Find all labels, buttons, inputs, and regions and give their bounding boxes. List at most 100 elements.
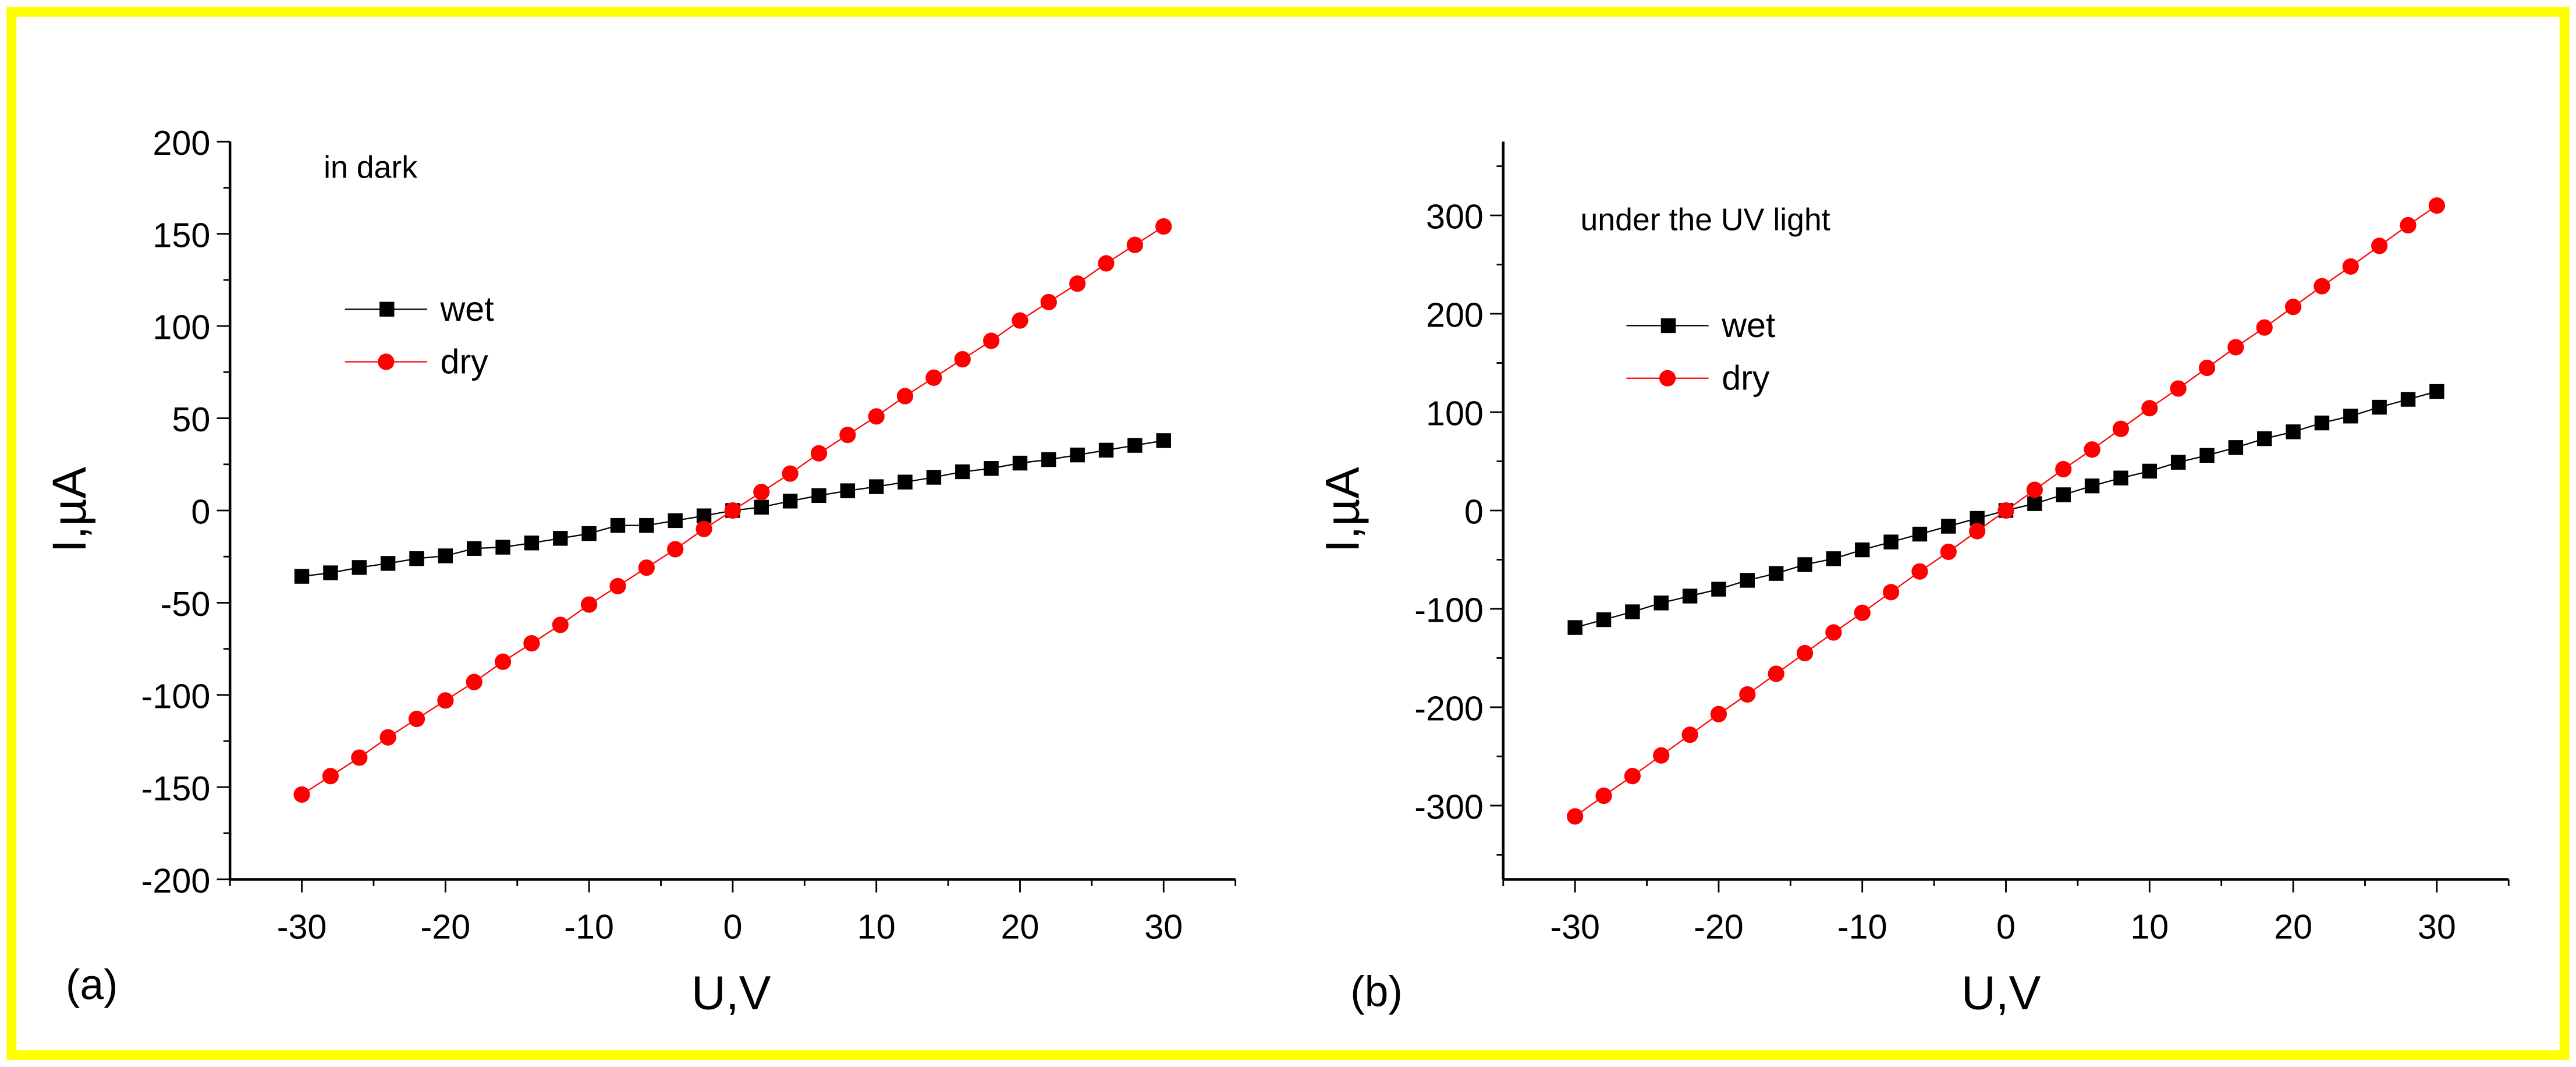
x-tick-label: -10 bbox=[564, 907, 614, 946]
data-point-dry bbox=[753, 484, 770, 501]
data-point-wet bbox=[553, 531, 568, 546]
data-point-dry bbox=[1126, 236, 1144, 253]
legend-label-dry: dry bbox=[1722, 359, 1770, 398]
data-point-wet bbox=[1596, 612, 1612, 628]
data-point-wet bbox=[2027, 496, 2042, 511]
legend-marker-dry bbox=[378, 353, 395, 370]
data-point-wet bbox=[2286, 424, 2301, 439]
x-axis-label: U,V bbox=[1961, 967, 2041, 1020]
data-point-wet bbox=[1654, 595, 1669, 611]
data-point-wet bbox=[782, 494, 798, 509]
data-point-dry bbox=[2314, 278, 2330, 295]
data-point-dry bbox=[2112, 420, 2130, 437]
data-point-dry bbox=[1069, 275, 1086, 292]
x-tick-label: 0 bbox=[723, 907, 742, 946]
data-point-wet bbox=[1855, 542, 1870, 558]
y-tick-label: -50 bbox=[161, 584, 211, 623]
data-point-dry bbox=[2170, 380, 2187, 397]
data-point-wet bbox=[1127, 438, 1142, 453]
x-tick-label: -30 bbox=[1550, 907, 1600, 946]
data-point-dry bbox=[2400, 217, 2417, 234]
data-point-wet bbox=[2142, 463, 2158, 479]
data-point-wet bbox=[2199, 448, 2215, 463]
data-point-dry bbox=[724, 502, 741, 519]
legend-label-dry: dry bbox=[440, 342, 488, 381]
data-point-dry bbox=[925, 369, 942, 386]
x-tick-label: 10 bbox=[2130, 907, 2169, 946]
data-point-wet bbox=[524, 536, 540, 551]
data-point-dry bbox=[1653, 747, 1670, 764]
data-point-wet bbox=[1883, 534, 1899, 550]
series-wet bbox=[294, 433, 1171, 584]
data-point-dry bbox=[2141, 400, 2158, 417]
x-tick-label: -30 bbox=[277, 907, 327, 946]
y-tick-label: 300 bbox=[1426, 197, 1484, 236]
annotation-text: under the UV light bbox=[1580, 203, 1830, 237]
data-point-dry bbox=[839, 426, 856, 444]
data-point-dry bbox=[1710, 706, 1727, 722]
data-point-dry bbox=[1825, 624, 1842, 641]
data-point-wet bbox=[323, 565, 338, 580]
y-tick-label: 0 bbox=[1464, 492, 1484, 531]
data-point-dry bbox=[1911, 563, 1928, 580]
data-point-dry bbox=[437, 692, 454, 709]
data-point-wet bbox=[1912, 526, 1928, 542]
data-point-dry bbox=[2055, 460, 2072, 478]
data-point-dry bbox=[581, 596, 598, 613]
series-dry bbox=[293, 218, 1172, 803]
data-point-dry bbox=[1155, 218, 1172, 235]
data-point-dry bbox=[2198, 359, 2216, 377]
data-point-dry bbox=[868, 408, 885, 425]
x-tick-label: 20 bbox=[2274, 907, 2312, 946]
data-point-dry bbox=[2371, 237, 2388, 254]
data-point-dry bbox=[293, 786, 310, 803]
data-point-wet bbox=[811, 488, 826, 504]
series-dry bbox=[1567, 197, 2445, 825]
data-point-wet bbox=[926, 470, 942, 485]
y-tick-label: -150 bbox=[141, 769, 211, 808]
data-point-wet bbox=[1625, 604, 1640, 619]
y-tick-label: 100 bbox=[152, 308, 210, 347]
data-point-wet bbox=[1567, 620, 1582, 635]
data-point-dry bbox=[2342, 258, 2359, 275]
x-tick-label: -10 bbox=[1837, 907, 1887, 946]
data-point-wet bbox=[2113, 470, 2128, 485]
x-tick-label: 30 bbox=[1144, 907, 1183, 946]
data-point-dry bbox=[466, 673, 482, 690]
data-point-wet bbox=[495, 540, 510, 555]
y-tick-label: 150 bbox=[152, 215, 210, 254]
chart-panel-b: -30 -20 -10 0 10 20 30-300-200-1000100200300U,… bbox=[1316, 141, 2510, 1020]
data-point-dry bbox=[2227, 339, 2244, 356]
data-point-wet bbox=[2084, 478, 2100, 494]
data-point-wet bbox=[438, 548, 453, 563]
data-point-dry bbox=[609, 577, 626, 595]
data-point-wet bbox=[467, 541, 482, 556]
data-point-dry bbox=[1012, 312, 1028, 329]
y-tick-label: -200 bbox=[1414, 689, 1484, 728]
legend-label-wet: wet bbox=[439, 289, 494, 328]
data-point-wet bbox=[409, 551, 424, 566]
panel-label: (a) bbox=[66, 961, 118, 1009]
data-point-wet bbox=[2056, 487, 2071, 502]
data-point-dry bbox=[1854, 604, 1871, 621]
data-point-dry bbox=[1681, 726, 1698, 743]
legend-label-wet: wet bbox=[1721, 306, 1776, 345]
legend-marker-wet bbox=[1660, 318, 1676, 334]
data-point-wet bbox=[2343, 409, 2358, 424]
data-point-wet bbox=[1070, 447, 1085, 463]
data-point-dry bbox=[896, 388, 914, 405]
x-tick-label: 10 bbox=[857, 907, 896, 946]
data-point-dry bbox=[1595, 787, 1612, 804]
legend-marker-dry bbox=[1659, 370, 1676, 387]
data-point-wet bbox=[754, 499, 769, 515]
data-point-wet bbox=[869, 479, 884, 494]
data-point-wet bbox=[352, 560, 367, 575]
data-point-wet bbox=[1740, 573, 1755, 588]
data-point-dry bbox=[1040, 293, 1057, 311]
data-point-wet bbox=[2170, 455, 2186, 470]
y-tick-label: -300 bbox=[1414, 788, 1484, 827]
x-tick-label: 0 bbox=[1996, 907, 2016, 946]
y-tick-label: 200 bbox=[1426, 296, 1484, 335]
data-point-dry bbox=[1969, 523, 1986, 540]
data-point-wet bbox=[840, 483, 856, 498]
